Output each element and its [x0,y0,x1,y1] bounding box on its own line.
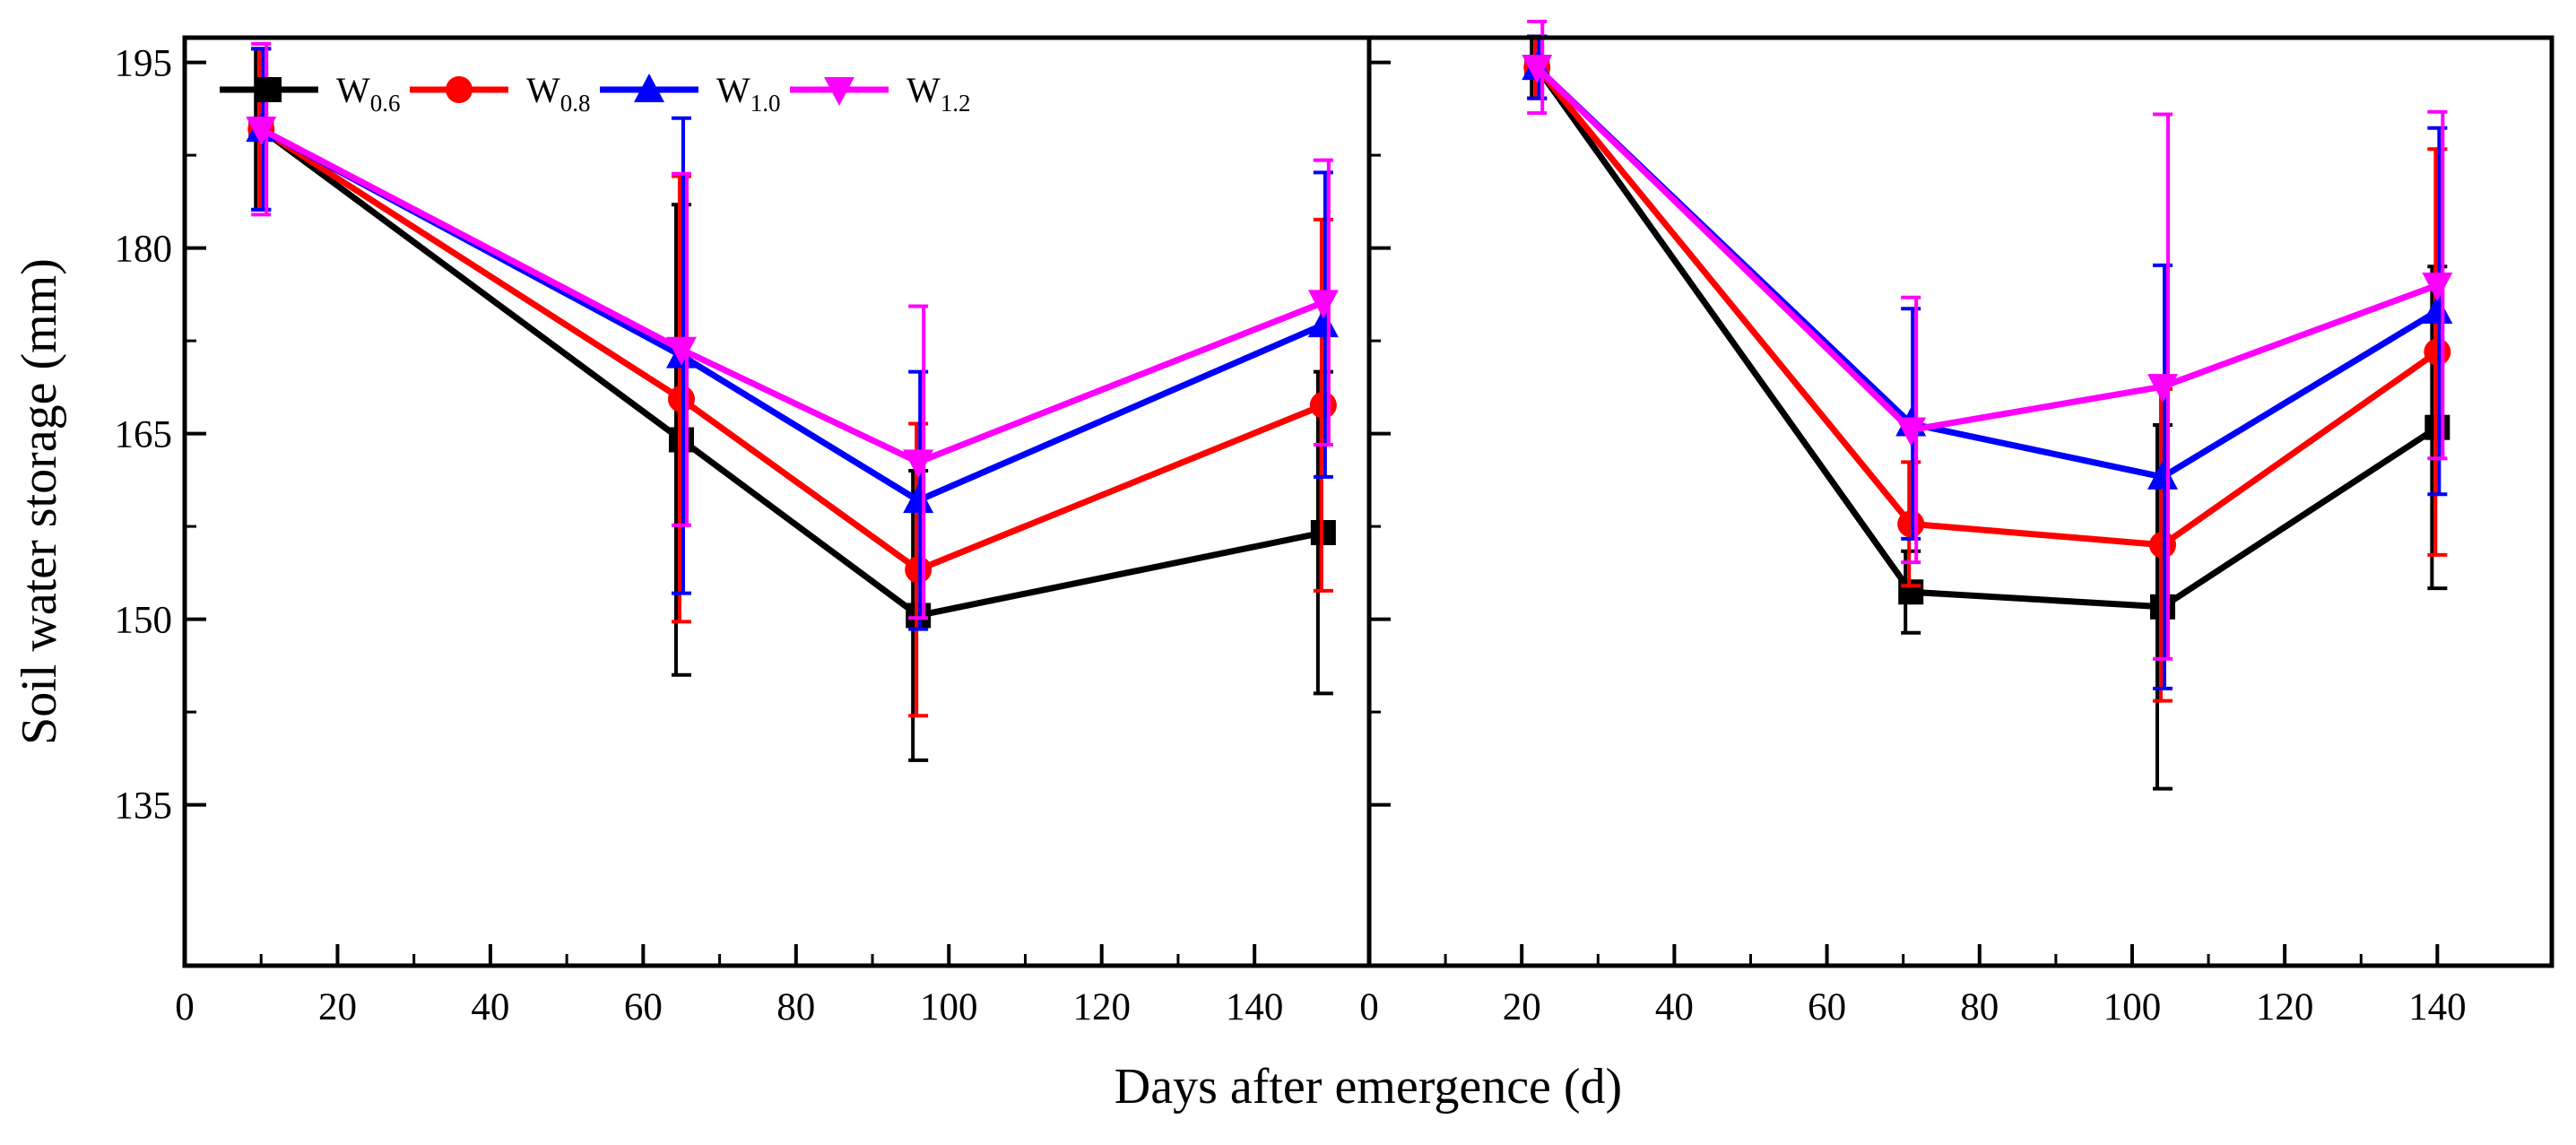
series-line-left-W1.2 [259,126,1325,465]
data-point-right-W1.0-3 [2422,294,2453,324]
x-tick-label-left-60: 60 [624,986,663,1028]
data-point-right-W1.2-0 [1522,55,1553,84]
x-tick-label-right-20: 20 [1503,986,1541,1028]
legend-marker-0.8 [446,76,473,103]
series-left-W1.0 [246,47,1339,631]
x-axis-title: Days after emergence (d) [1115,1059,1622,1115]
series-right-W1.2 [1522,20,2453,661]
legend-label-subscript: 0.8 [560,90,591,117]
x-tick-label-right-60: 60 [1808,986,1846,1028]
legend-label-0.8: W0.8 [526,70,591,117]
legend: W0.6 W0.8 W1.0 W1.2 [220,70,971,117]
series-right-W1.0 [1522,34,2453,690]
y-tick-label-165: 165 [115,414,173,456]
legend-marker-0.6 [256,77,282,102]
series-line-right-W1.2 [1534,65,2439,433]
legend-label-base: W [906,70,941,110]
x-tick-label-right-80: 80 [1960,986,1999,1028]
legend-label-subscript: 1.2 [941,90,971,117]
panel-right: 0 20 40 60 80 100 120 140 [1359,20,2467,1028]
data-point-right-W1.2-2 [2147,374,2179,403]
y-tick-label-180: 180 [115,229,173,271]
y-axis-title: Soil water storage (mm) [12,258,67,745]
series-line-right-W0.6 [1534,65,2440,611]
series-line-left-W0.8 [259,126,1325,573]
series-line-left-W0.6 [259,126,1324,619]
x-tick-label-left-100: 100 [920,986,978,1028]
panel-left: 0 20 40 60 80 100 120 140 135 150 165 180 195 [115,41,1339,1028]
x-tick-label-left-0: 0 [175,986,195,1028]
legend-label-base: W [526,70,560,110]
series-left-W0.8 [247,47,1337,718]
x-tick-label-left-40: 40 [471,986,509,1028]
y-tick-label-195: 195 [115,43,173,85]
data-point-left-W1.0-3 [1307,308,1339,338]
data-point-right-W1.0-2 [2147,460,2179,490]
x-tick-label-left-80: 80 [776,986,815,1028]
series-left-W1.2 [246,41,1339,620]
legend-label-0.6: W0.6 [336,70,401,117]
series-line-right-W0.8 [1534,65,2440,549]
data-point-left-W1.2-1 [665,336,697,366]
legend-marker-1.0 [634,74,664,102]
y-tick-label-150: 150 [115,600,173,642]
legend-label-base: W [336,70,370,110]
x-tick-label-left-20: 20 [318,986,357,1028]
data-point-right-W1.2-1 [1895,417,1927,447]
series-right-W0.8 [1523,34,2451,703]
series-right-W0.6 [1524,34,2450,791]
x-tick-label-right-140: 140 [2408,986,2467,1028]
legend-marker-1.2 [824,77,854,106]
data-point-left-W1.2-0 [246,117,277,146]
data-point-left-W1.0-2 [903,484,934,514]
x-tick-label-right-40: 40 [1655,986,1694,1028]
x-tick-label-left-120: 120 [1072,986,1131,1028]
x-tick-label-right-100: 100 [2103,986,2162,1028]
legend-label-base: W [716,70,750,110]
data-point-right-W1.2-3 [2422,273,2453,301]
legend-label-1.0: W1.0 [716,70,781,117]
y-tick-label-135: 135 [115,785,173,828]
x-tick-label-left-140: 140 [1226,986,1284,1028]
legend-label-1.2: W1.2 [906,70,971,117]
x-tick-label-right-120: 120 [2256,986,2314,1028]
data-point-left-W1.2-3 [1307,290,1339,319]
series-line-left-W1.0 [259,126,1325,504]
legend-label-subscript: 0.6 [370,90,401,117]
legend-label-subscript: 1.0 [750,90,781,117]
data-point-left-W1.2-2 [903,449,934,479]
x-tick-label-right-0: 0 [1359,986,1379,1028]
